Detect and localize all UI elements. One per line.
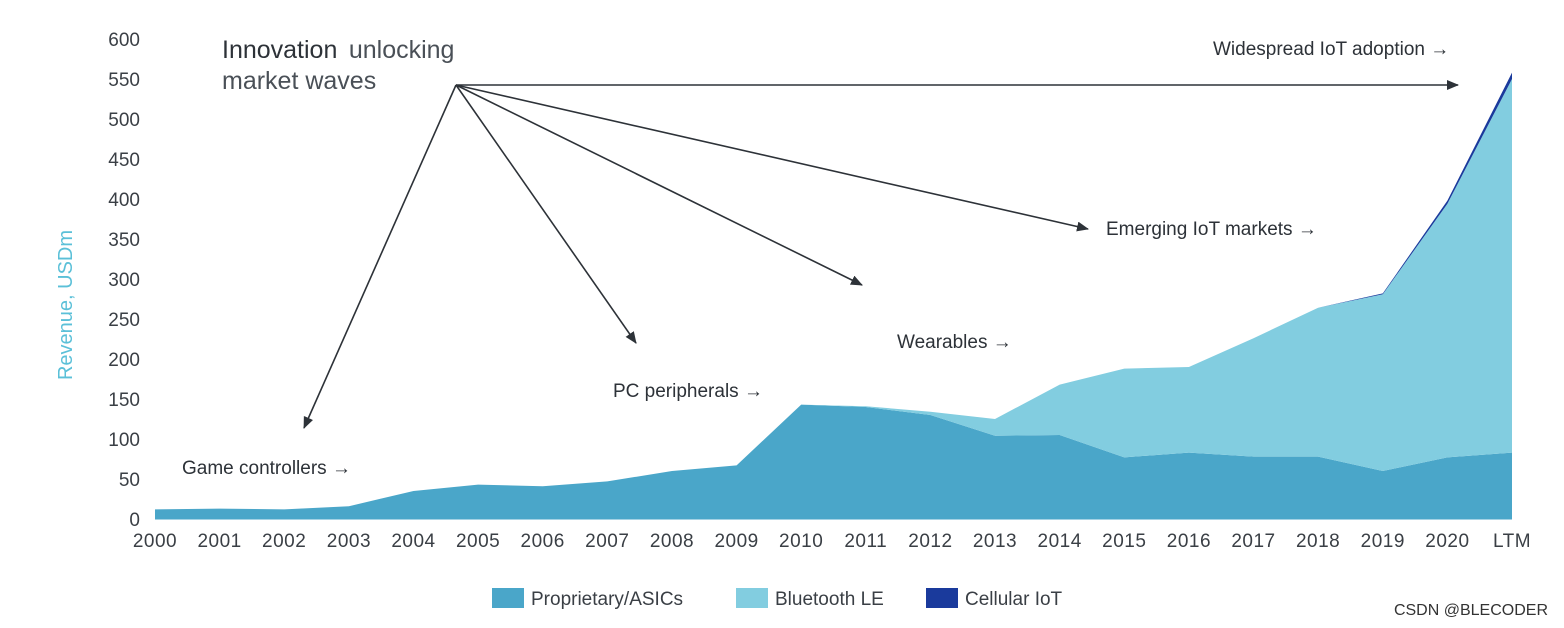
y-tick-label: 0	[129, 510, 140, 531]
watermark: CSDN @BLECODER	[1393, 602, 1548, 619]
annotation-emerging-iot: Emerging IoT markets →	[1106, 219, 1317, 240]
x-tick-label: 2012	[908, 531, 952, 552]
x-axis-ticks: 2000 2001 2002 2003 2004 2005 2006 2007 2008 2009…	[133, 531, 1531, 552]
y-tick-label: 600	[108, 30, 140, 51]
annotation-wearables: Wearables →	[897, 332, 1012, 353]
legend-label-bluetooth: Bluetooth LE	[775, 589, 884, 610]
x-tick-label: 2004	[391, 531, 435, 552]
y-tick-label: 400	[108, 190, 140, 211]
chart-title-line2: market waves	[222, 67, 376, 95]
legend: Proprietary/ASICs Bluetooth LE Cellular …	[492, 588, 1063, 610]
y-axis-ticks: 0 50 100 150 200 250 300 350 400 450 500 550 600	[108, 30, 140, 531]
x-tick-label: 2013	[973, 531, 1017, 552]
x-tick-label: 2003	[327, 531, 371, 552]
x-tick-label: 2015	[1102, 531, 1146, 552]
x-tick-label: 2005	[456, 531, 500, 552]
x-tick-label: 2001	[197, 531, 241, 552]
x-tick-label: 2002	[262, 531, 306, 552]
y-tick-label: 550	[108, 70, 140, 91]
x-tick-label: 2020	[1425, 531, 1469, 552]
chart-title-line1: Innovation unlocking	[222, 36, 454, 64]
series-areas	[155, 72, 1512, 519]
annotation-arrows	[303, 80, 1459, 429]
x-tick-label: 2017	[1231, 531, 1275, 552]
y-tick-label: 300	[108, 270, 140, 291]
y-tick-label: 350	[108, 230, 140, 251]
arrow-emerging-iot	[455, 84, 1089, 232]
chart-title-rest: unlocking	[349, 36, 455, 64]
legend-swatch-bluetooth	[736, 588, 768, 608]
y-tick-label: 100	[108, 430, 140, 451]
annotation-pc-peripherals: PC peripherals →	[613, 381, 763, 402]
annotation-game-controllers: Game controllers →	[182, 458, 351, 479]
area-bluetooth-le	[155, 79, 1512, 510]
arrow-wearables	[455, 84, 863, 286]
legend-swatch-proprietary	[492, 588, 524, 608]
legend-label-cellular: Cellular IoT	[965, 589, 1063, 610]
x-tick-label: 2006	[521, 531, 565, 552]
y-tick-label: 500	[108, 110, 140, 131]
annotation-widespread-iot: Widespread IoT adoption →	[1213, 39, 1449, 60]
x-tick-label: 2008	[650, 531, 694, 552]
y-tick-label: 50	[119, 470, 140, 491]
x-tick-label: LTM	[1493, 531, 1531, 552]
legend-label-proprietary: Proprietary/ASICs	[531, 589, 683, 610]
x-tick-label: 2018	[1296, 531, 1340, 552]
y-axis-label: Revenue, USDm	[55, 230, 77, 380]
y-tick-label: 450	[108, 150, 140, 171]
x-tick-label: 2016	[1167, 531, 1211, 552]
x-tick-label: 2007	[585, 531, 629, 552]
arrow-pc-peripherals	[455, 84, 637, 344]
x-tick-label: 2010	[779, 531, 823, 552]
chart-title-bold: Innovation	[222, 36, 337, 64]
area-proprietary-asics	[155, 404, 1512, 519]
y-tick-label: 150	[108, 390, 140, 411]
x-tick-label: 2011	[844, 531, 887, 552]
x-tick-label: 2014	[1038, 531, 1082, 552]
arrow-game-controllers	[303, 84, 457, 429]
legend-swatch-cellular	[926, 588, 958, 608]
x-tick-label: 2019	[1361, 531, 1405, 552]
y-tick-label: 200	[108, 350, 140, 371]
x-tick-label: 2009	[714, 531, 758, 552]
y-tick-label: 250	[108, 310, 140, 331]
x-tick-label: 2000	[133, 531, 177, 552]
